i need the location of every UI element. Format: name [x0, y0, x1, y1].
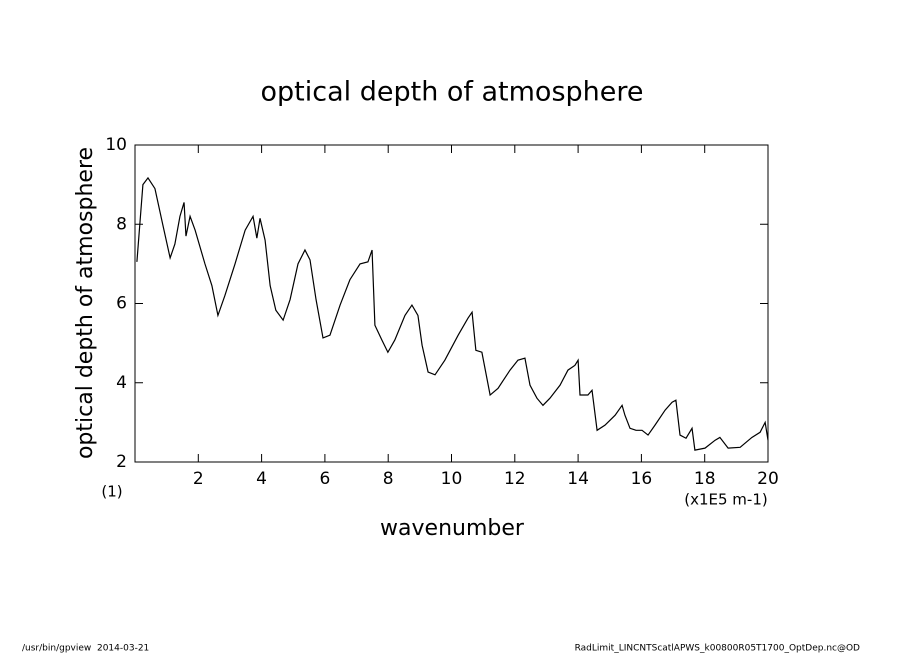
y-tick-label: 4 [116, 373, 127, 393]
footer-left: /usr/bin/gpview 2014-03-21 [22, 644, 149, 654]
x-tick-label: 16 [631, 469, 653, 489]
chart-title: optical depth of atmosphere [261, 77, 644, 108]
y-axis-label: optical depth of atmosphere [73, 147, 98, 459]
x-tick-label: 14 [567, 469, 589, 489]
x-tick-label: 12 [504, 469, 526, 489]
x-tick-label: 2 [193, 469, 204, 489]
y-tick-label: 2 [116, 452, 127, 472]
x-tick-label: 8 [383, 469, 394, 489]
x-tick-label: 6 [319, 469, 330, 489]
y-tick-label: 8 [116, 214, 127, 234]
x-tick-label: 20 [757, 469, 779, 489]
y-tick-label: 6 [116, 294, 127, 314]
x-tick-label: 4 [256, 469, 267, 489]
plot-frame [134, 144, 769, 463]
x-axis-label: wavenumber [380, 516, 525, 541]
x-unit: (x1E5 m-1) [684, 491, 767, 509]
y-tick-label: 10 [105, 135, 127, 155]
data-line [136, 176, 769, 451]
footer-right: RadLimit_LINCNTScatlAPWS_k00800R05T1700_… [575, 644, 860, 654]
y-unit: (1) [101, 483, 122, 501]
x-tick-label: 10 [441, 469, 463, 489]
x-tick-label: 18 [694, 469, 716, 489]
